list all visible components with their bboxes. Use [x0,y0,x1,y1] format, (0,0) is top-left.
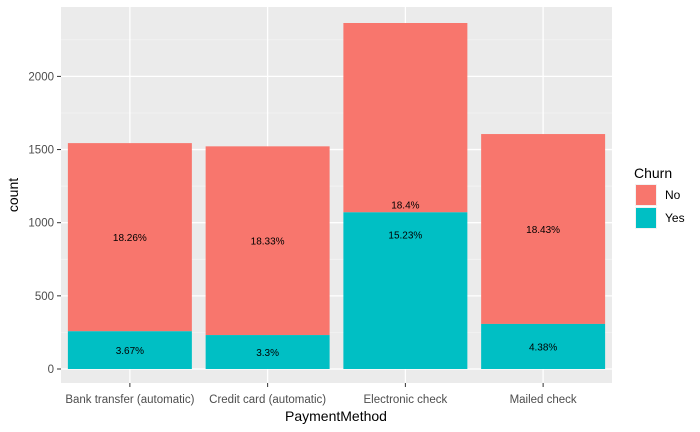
bar-labels: 18.26% 3.67% 18.33% 3.3% 18.4% 15.23% 18.43% 4.… [113,200,560,359]
bar-no [205,146,330,336]
bar-label-no: 18.26% [113,233,147,244]
bar-no [67,143,192,332]
y-axis-title: count [5,178,21,212]
bar-label-yes: 15.23% [388,230,422,241]
bar-no [481,134,606,324]
legend-title: Churn [634,165,672,181]
y-axis: 0 500 1000 1500 2000 [28,71,61,376]
bar-yes [343,212,468,369]
legend-key-yes [636,208,656,228]
bar-label-yes: 3.67% [116,346,144,357]
bar-label-no: 18.4% [391,200,419,211]
legend-label-no: No [665,188,681,202]
x-axis-title: PaymentMethod [285,408,387,424]
x-tick-label: Electronic check [364,394,448,406]
x-tick-label: Bank transfer (automatic) [65,394,194,406]
bar-label-yes: 3.3% [256,348,279,359]
legend-key-no [636,185,656,205]
legend-label-yes: Yes [665,211,685,225]
y-tick-label: 2000 [28,71,54,83]
x-axis: Bank transfer (automatic) Credit card (au… [65,383,577,406]
y-tick-label: 0 [48,364,54,376]
bar-label-no: 18.33% [251,237,285,248]
x-tick-label: Credit card (automatic) [209,394,326,406]
bar-yes [481,323,606,369]
legend: Churn No Yes [634,165,685,229]
bar-yes [205,335,330,369]
y-tick-label: 1500 [28,145,54,157]
bar-label-no: 18.43% [526,225,560,236]
x-tick-label: Mailed check [510,394,577,406]
bars [67,23,606,369]
y-tick-label: 1000 [28,218,54,230]
bar-label-yes: 4.38% [529,342,557,353]
bar-yes [67,331,192,369]
y-tick-label: 500 [35,291,54,303]
bar-no [343,23,468,213]
